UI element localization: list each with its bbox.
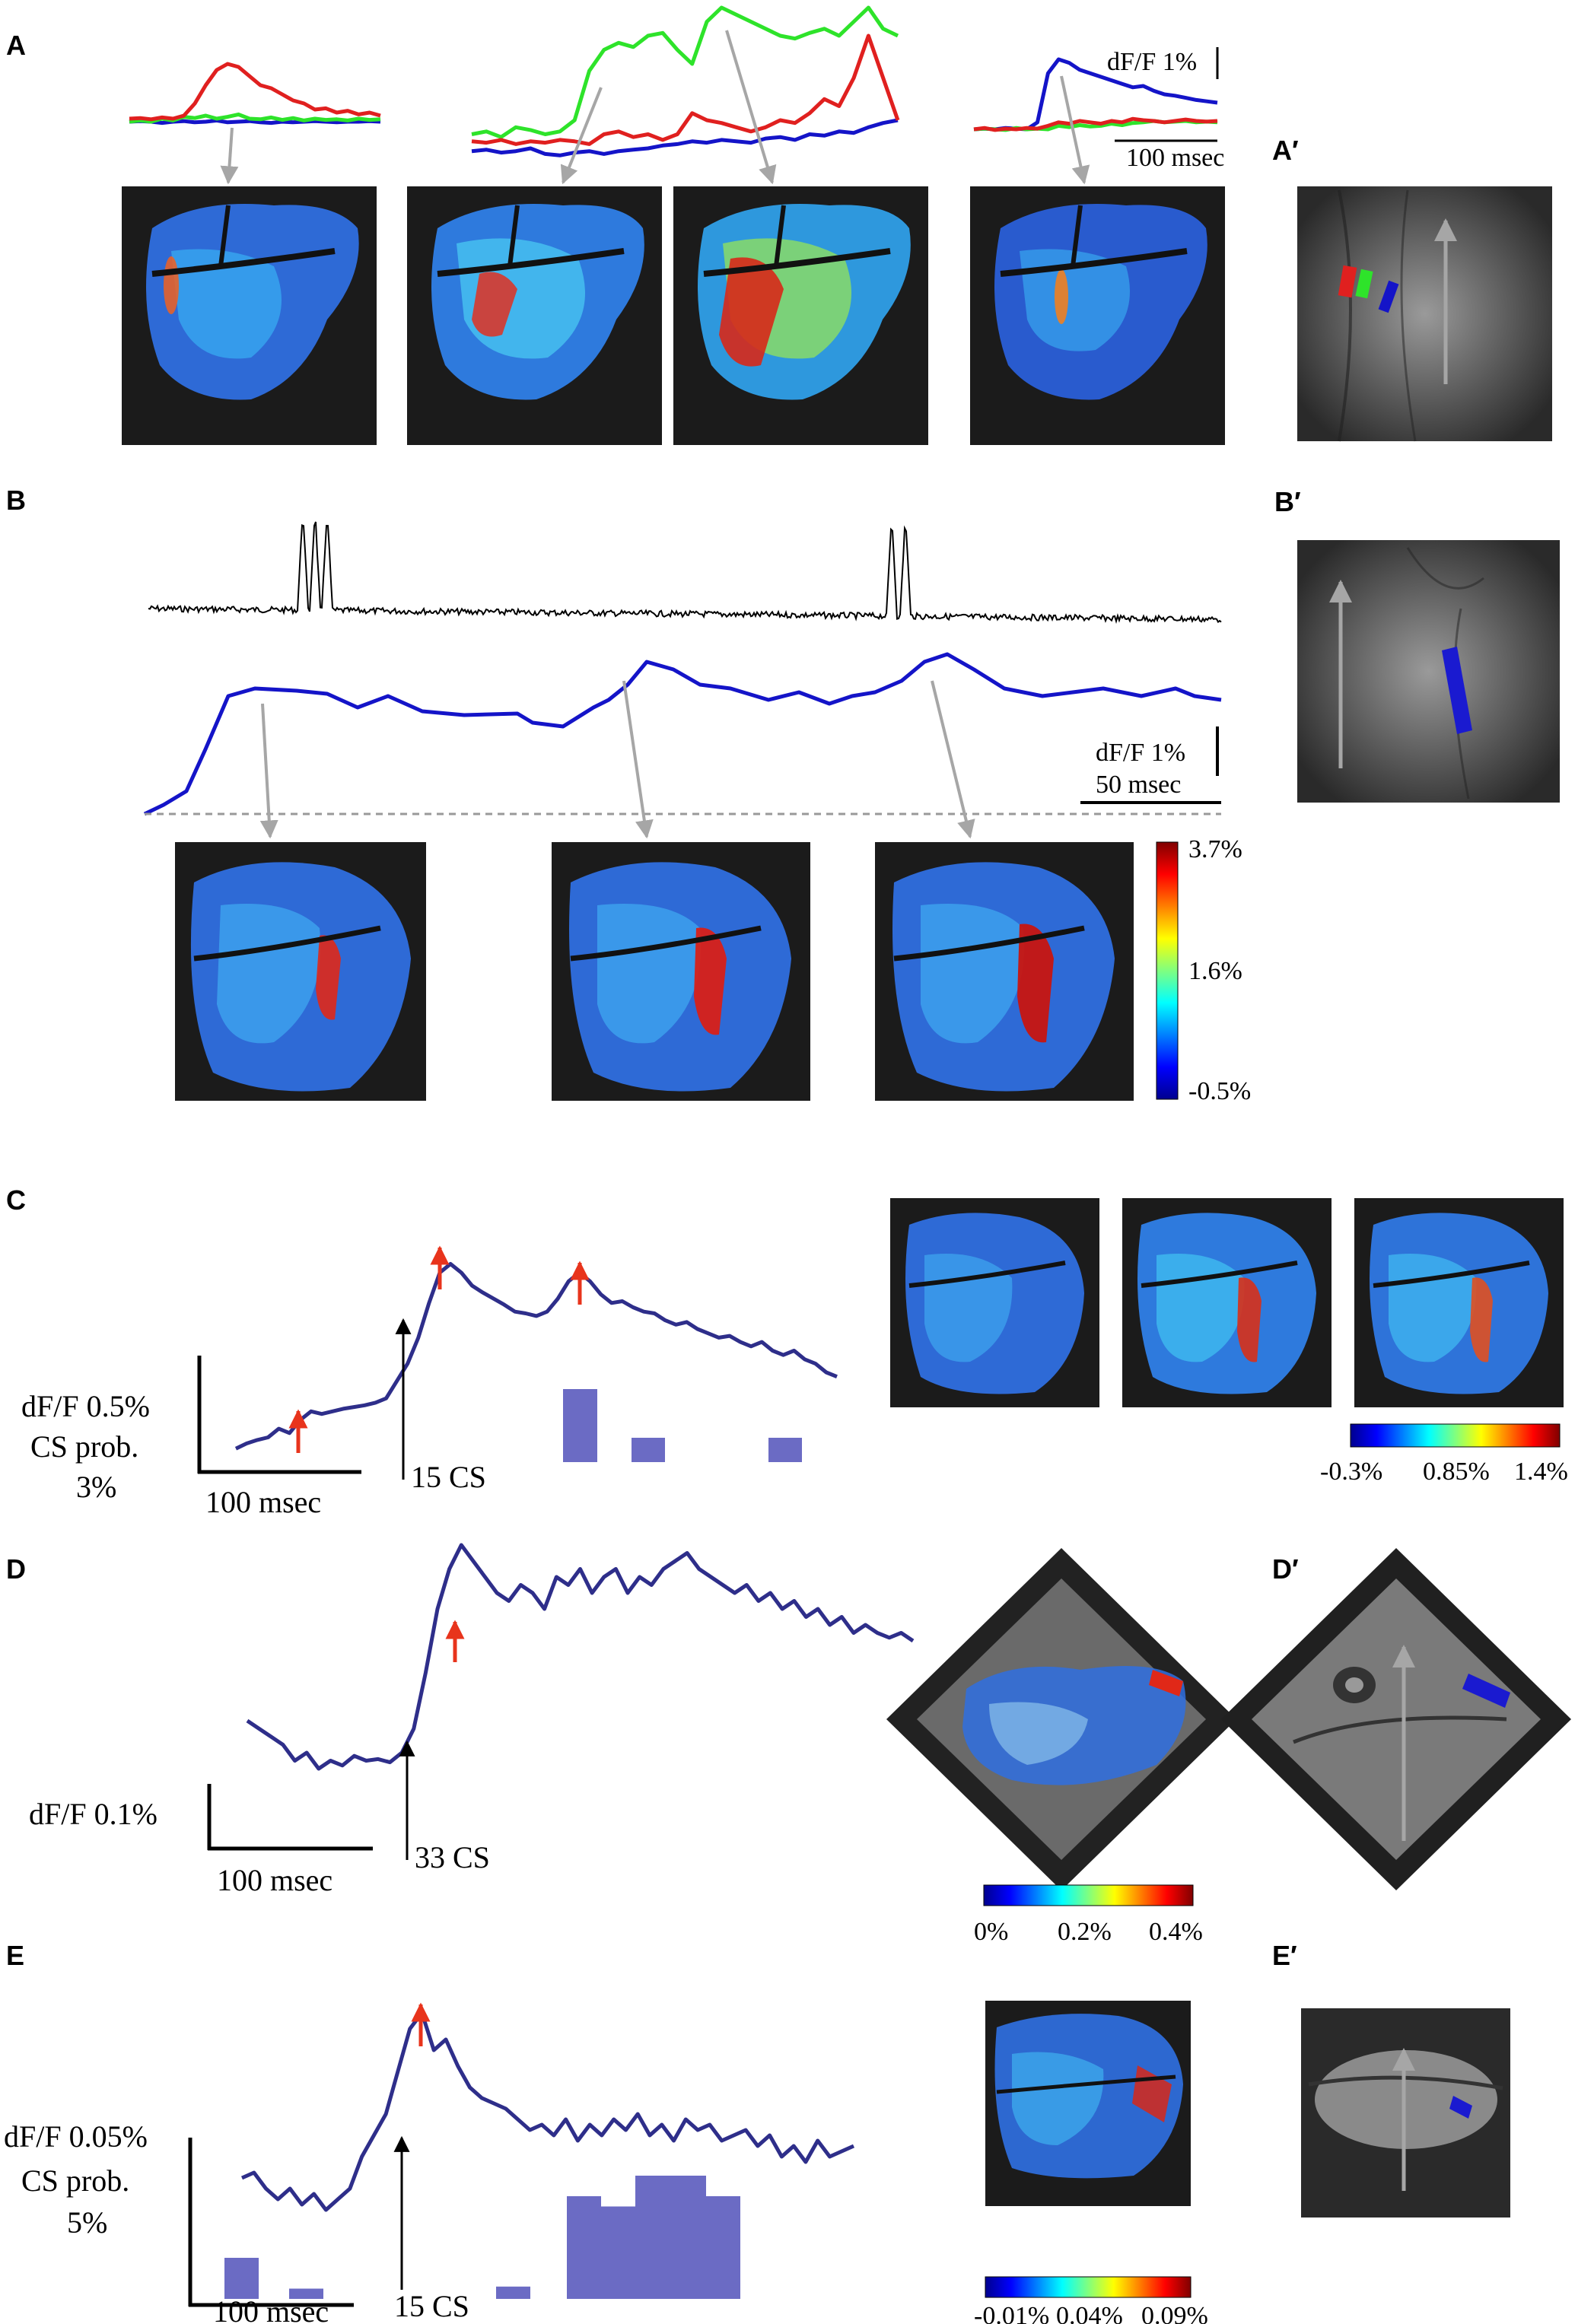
panel-e-cs-bar [496,2286,530,2299]
panel-b-dff-line [143,652,1222,816]
panel-c-image-2 [1122,1198,1332,1407]
panel-a-traces-1 [129,62,381,126]
panel-b-colorbar-mid: 1.6% [1188,957,1242,985]
panel-e-cs-bar [224,2258,259,2299]
panel-c-colorbar-mid: 0.85% [1423,1458,1490,1486]
panel-label-a: A [6,30,26,61]
panel-e-colorbar-mid: 0.04% [1056,2302,1123,2324]
panel-e-scale-line-1: dF/F 0.05% [4,2119,148,2154]
panel-label-d: D [6,1553,26,1585]
panel-label-e: E [6,1940,24,1971]
panel-d-stim-label: 33 CS [415,1840,490,1874]
panel-c-image-3 [1354,1198,1564,1407]
panel-c-colorbar-min: -0.3% [1320,1458,1382,1486]
panel-b-colorbar [1156,841,1179,1100]
panel-b-image-2 [552,842,810,1101]
panel-e-cs-bar [601,2206,635,2299]
panel-c-cs-histogram [563,1389,802,1462]
panel-e-stim-label: 15 CS [394,2289,469,2323]
panel-c-image-1 [890,1198,1099,1407]
panel-b-dff-trace [143,652,1222,816]
panel-e-colorbar-max: 0.09% [1141,2302,1208,2324]
panel-c-time-label: 100 msec [205,1485,321,1519]
panel-c-scale-line-2: CS prob. [30,1429,138,1464]
panel-b-arrow-1 [259,703,278,839]
panel-a-image-3 [673,186,928,445]
panel-d-trace [246,1543,915,1771]
panel-c-dff-line [234,1262,838,1451]
panel-e-cs-bar [671,2176,706,2299]
panel-a-dff-label: dF/F 1% [1107,48,1197,76]
panel-d-dff-line [246,1543,915,1771]
panel-b-colorbar-max: 3.7% [1188,835,1242,863]
panel-e-colorbar [985,2276,1192,2298]
panel-e-cs-bar [567,2196,601,2299]
panel-a-red-trace [973,116,1218,132]
panel-e-prime-image [1301,2008,1510,2217]
panel-d-colorbar-mid: 0.2% [1058,1918,1112,1946]
panel-b-image-1 [175,842,426,1101]
panel-c-trace [234,1262,838,1451]
panel-a-arrow-1 [220,127,239,185]
panel-a-green-trace [471,5,899,139]
panel-e-image [985,2001,1191,2206]
panel-e-cs-bar [289,2288,323,2299]
panel-a-arrow-4 [1060,75,1090,185]
panel-c-cs-bar [632,1438,665,1462]
panel-a-time-label: 100 msec [1126,144,1224,172]
panel-label-c: C [6,1184,26,1216]
panel-d-image [886,1548,1236,1906]
panel-e-scale-line-3: 5% [67,2205,107,2240]
panel-a-traces-3 [973,57,1218,132]
panel-a-arrow-3 [725,30,777,185]
panel-c-scale-line-3: 3% [76,1470,116,1504]
panel-b-prime-image [1297,540,1560,803]
panel-b-arrow-3 [931,680,975,839]
panel-d-time-label: 100 msec [217,1863,332,1897]
panel-d-scale-line-1: dF/F 0.1% [29,1797,157,1831]
panel-b-arrow-2 [622,680,654,839]
panel-e-dff-line [240,2011,855,2212]
panel-b-voltage-line [148,521,1222,625]
panel-c-colorbar [1350,1423,1561,1448]
panel-b-dff-label: dF/F 1% [1096,739,1185,767]
panel-a-image-4 [970,186,1225,445]
panel-a-red-trace [129,62,381,122]
panel-label-b-prime: B′ [1274,486,1301,517]
panel-c-colorbar-max: 1.4% [1514,1458,1568,1486]
panel-a-blue-trace [471,118,899,157]
panel-e-scale-line-2: CS prob. [21,2163,129,2198]
panel-a-image-2 [407,186,662,445]
panel-d-prime-image [1221,1548,1571,1890]
panel-b-voltage-trace [148,521,1222,625]
panel-e-time-label: 100 msec [213,2294,329,2324]
panel-e-cs-bar [706,2196,740,2299]
panel-b-colorbar-min: -0.5% [1188,1077,1251,1105]
panel-d-colorbar-max: 0.4% [1149,1918,1203,1946]
panel-d-colorbar-min: 0% [974,1918,1008,1946]
panel-c-scale-line-1: dF/F 0.5% [21,1389,150,1423]
panel-a-image-1 [122,186,377,445]
panel-label-e-prime: E′ [1272,1940,1297,1971]
panel-e-cs-bar [635,2176,671,2299]
panel-a-red-trace [471,33,900,146]
panel-label-a-prime: A′ [1272,135,1299,166]
panel-b-time-label: 50 msec [1096,771,1181,799]
panel-c-stim-label: 15 CS [411,1460,486,1494]
panel-e-colorbar-min: -0.01% [974,2302,1049,2324]
panel-a-prime-image [1297,186,1552,442]
panel-label-d-prime: D′ [1272,1553,1299,1585]
panel-a-arrow-2 [560,87,603,185]
panel-c-cs-bar [768,1438,802,1462]
panel-e-cs-histogram [224,2176,740,2299]
panel-e-trace [240,2011,855,2212]
panel-a-traces-2 [471,5,900,157]
panel-label-b: B [6,485,26,516]
panel-c-cs-bar [563,1389,597,1462]
panel-b-image-3 [875,842,1134,1101]
